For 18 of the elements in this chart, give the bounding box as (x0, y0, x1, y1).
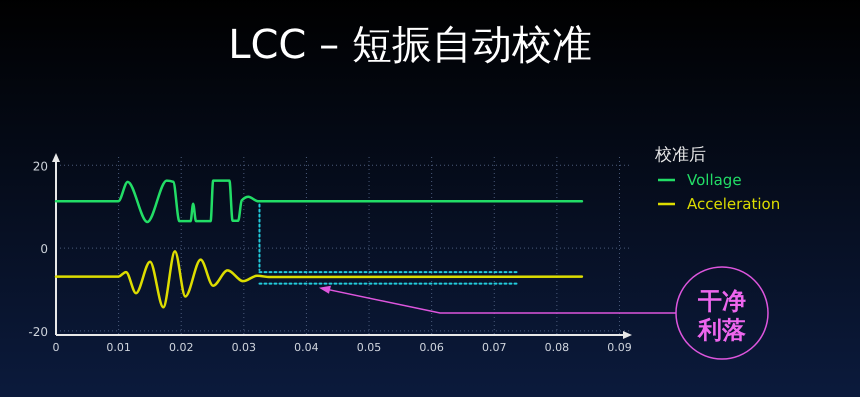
x-tick-label: 0.02 (168, 341, 194, 354)
x-tick-label: 0.07 (482, 341, 507, 354)
x-tick-label: 0.09 (607, 341, 632, 354)
x-tick-label: 0.06 (419, 341, 444, 354)
legend-title: 校准后 (654, 145, 706, 165)
y-tick-label: 0 (40, 242, 48, 256)
x-tick-label: 0.05 (356, 341, 382, 354)
x-tick-label: 0 (52, 341, 60, 354)
x-tick-label: 0.03 (232, 341, 256, 354)
y-tick-label: -20 (28, 324, 48, 339)
x-tick-label: 0.08 (544, 341, 570, 354)
chart-title: LCC – 短振自动校准 (228, 22, 592, 68)
x-tick-label: 0.01 (106, 341, 131, 354)
legend-label: Vollage (687, 171, 742, 189)
legend-label: Acceleration (687, 195, 780, 213)
annotation: 干净利落 (697, 287, 746, 344)
x-tick-label: 0.04 (294, 341, 319, 354)
y-tick-label: 20 (32, 159, 48, 174)
